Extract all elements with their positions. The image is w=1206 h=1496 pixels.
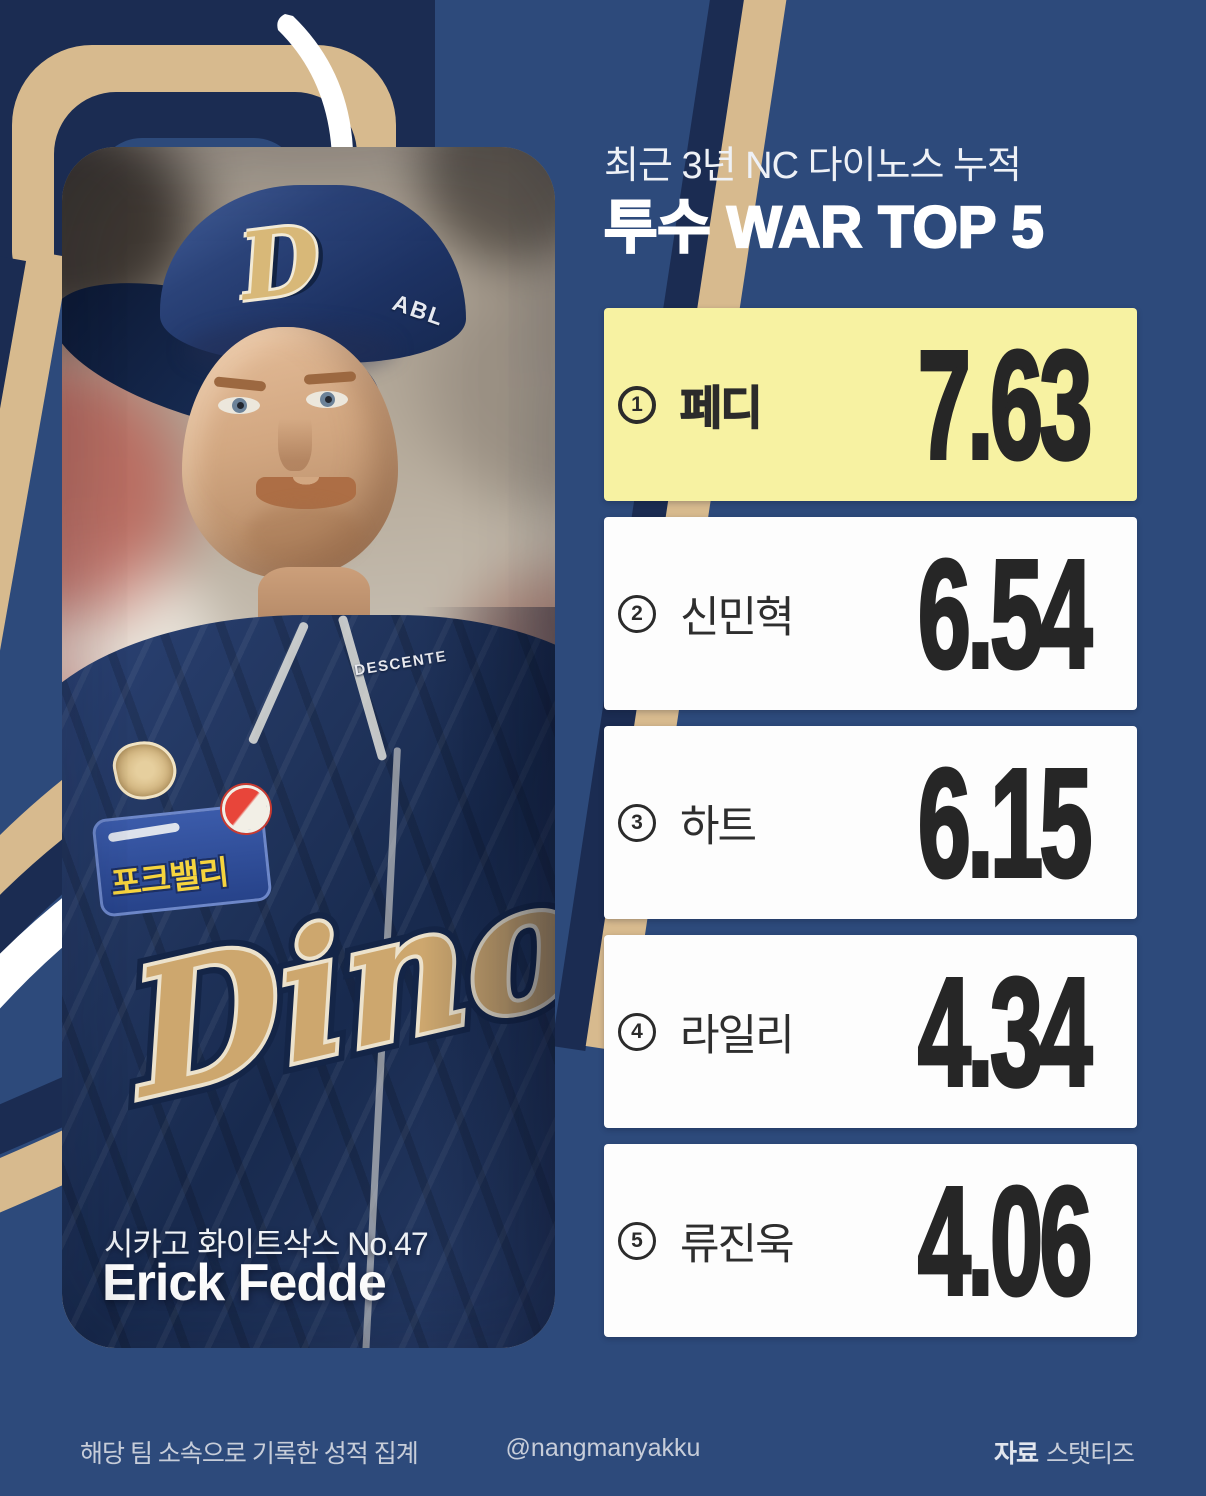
caption-player-name: Erick Fedde [102,1254,387,1312]
ranked-player-name: 하트 [680,802,757,851]
rank-badge: 3 [618,803,656,842]
rank-badge: 4 [618,1012,656,1051]
rank-card-5: 5 류진욱 4.06 [604,1144,1137,1337]
rank-number: 3 [631,810,643,834]
war-value: 4.34 [917,945,1094,1118]
nose-shadow [278,405,312,471]
rank-card-3: 3 하트 6.15 [604,726,1137,919]
footer-handle: @nangmanyakku [505,1434,701,1462]
left-iris [232,398,247,413]
rank-number: 4 [631,1019,643,1043]
footer-source-name: 스탯티즈 [1045,1440,1135,1468]
war-value: 4.06 [917,1154,1094,1327]
rank-card-4: 4 라일리 4.34 [604,935,1137,1128]
player-face [182,327,398,579]
ranked-player-name: 류진욱 [680,1220,795,1269]
ranking-title: 투수 WAR TOP 5 [603,194,1045,260]
footer-source-label: 자료 [993,1440,1039,1468]
left-pupil [237,402,244,409]
right-eye [306,391,348,408]
rank-badge: 2 [618,594,656,633]
footer-source: 자료 스탯티즈 [993,1434,1135,1470]
footer: 해당 팀 소속으로 기록한 성적 집계 @nangmanyakku 자료 스탯티즈 [0,1434,1206,1468]
left-eye [218,397,260,414]
war-value: 6.15 [917,736,1094,909]
ranked-player-name: 라일리 [680,1011,795,1060]
rank-card-2: 2 신민혁 6.54 [604,517,1137,710]
rank-number: 1 [631,392,643,416]
player-mustache [256,477,356,509]
footer-note: 해당 팀 소속으로 기록한 성적 집계 [80,1440,419,1468]
war-value: 6.54 [917,527,1094,700]
right-pupil [325,396,332,403]
caption-team-line: 시카고 화이트삭스 No.47 [104,1226,429,1262]
war-ranking-list: 1 페디 7.63 2 신민혁 6.54 3 하트 6.15 4 라일리 4.3… [604,308,1137,1337]
rank-number: 5 [631,1228,643,1252]
rank-badge: 5 [618,1221,656,1260]
ranked-player-name: 페디 [679,381,763,434]
ranked-player-name: 신민혁 [680,593,795,642]
ranking-subtitle: 최근 3년 NC 다이노스 누적 [604,145,1022,187]
right-iris [320,392,335,407]
rank-badge: 1 [618,385,656,424]
header: 최근 3년 NC 다이노스 누적 투수 WAR TOP 5 [603,145,1045,260]
player-photo: D ABL DESCENTE [62,147,555,1348]
photo-vignette [62,147,555,1348]
chin-stubble [246,503,362,565]
cap-logo-d-icon: D [233,204,327,322]
war-value: 7.63 [917,318,1094,491]
rank-card-1: 1 페디 7.63 [604,308,1137,501]
rank-number: 2 [631,601,643,625]
jersey-right-shadow [422,607,555,1348]
